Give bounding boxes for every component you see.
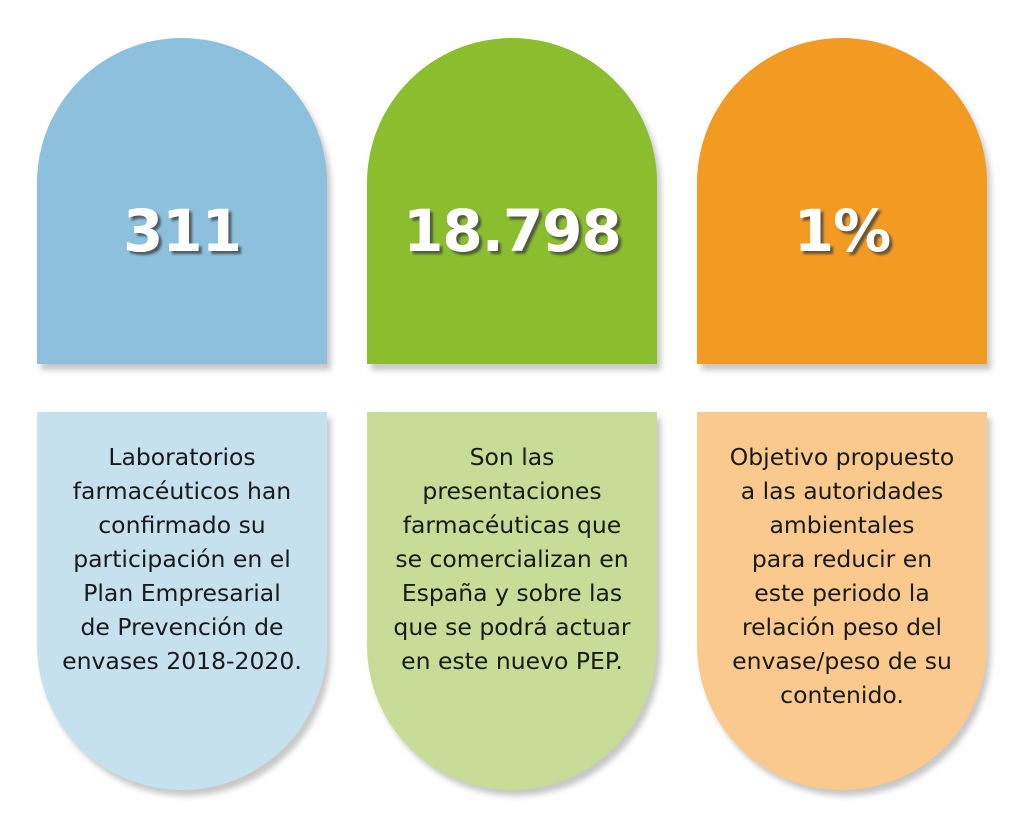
stat-value-objetivo: 1%	[793, 197, 891, 265]
stat-description-presentaciones: Son las presentaciones farmacéuticas que…	[393, 443, 631, 675]
stat-description-objetivo: Objetivo propuesto a las autoridades amb…	[729, 443, 955, 709]
stat-card-laboratorios-body: Laboratorios farmacéuticos han confirmad…	[37, 412, 327, 790]
stat-card-presentaciones-body: Son las presentaciones farmacéuticas que…	[367, 412, 657, 790]
stat-card-presentaciones-header: 18.798	[367, 38, 657, 364]
stat-description-laboratorios: Laboratorios farmacéuticos han confirmad…	[62, 443, 302, 675]
stat-value-presentaciones: 18.798	[403, 197, 622, 265]
stat-card-objetivo-header: 1%	[697, 38, 987, 364]
stat-value-laboratorios: 311	[122, 197, 242, 265]
stat-card-laboratorios-header: 311	[37, 38, 327, 364]
stat-card-objetivo-body: Objetivo propuesto a las autoridades amb…	[697, 412, 987, 790]
